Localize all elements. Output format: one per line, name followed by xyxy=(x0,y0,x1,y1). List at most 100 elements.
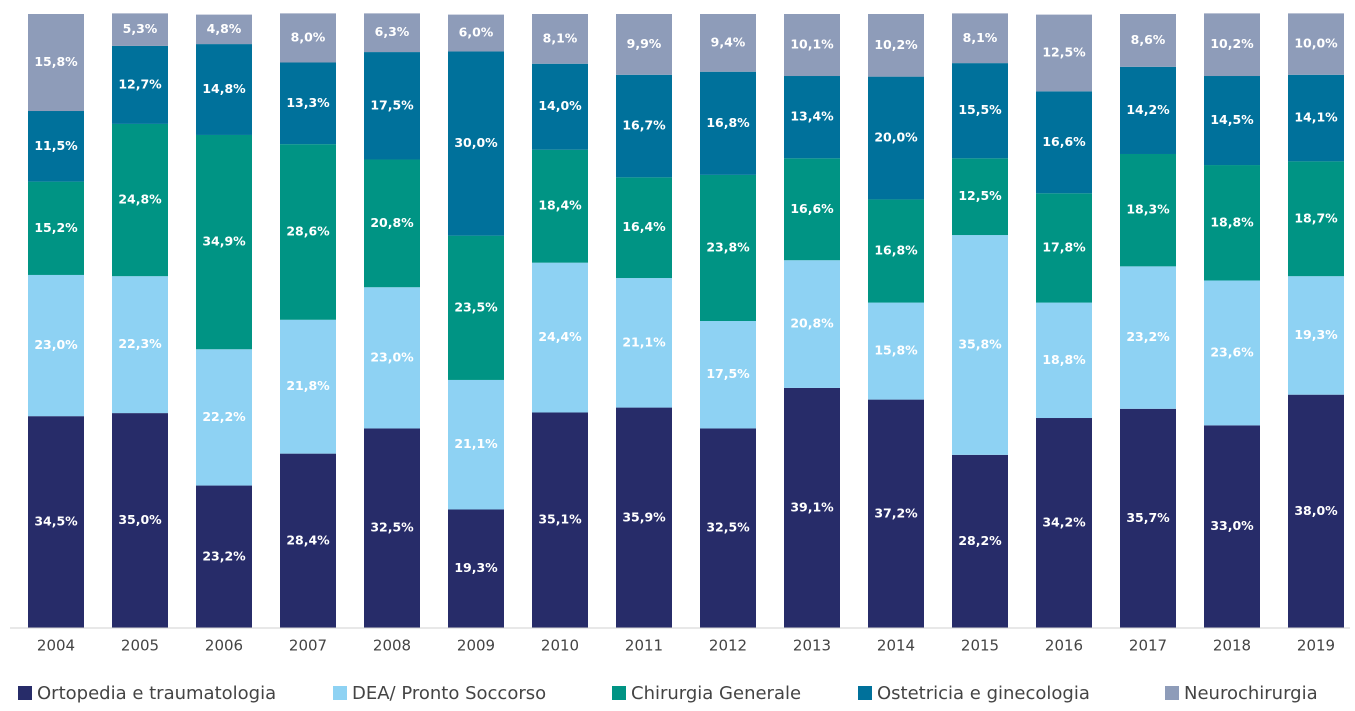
bar-segment xyxy=(700,428,756,628)
bar-segment xyxy=(1204,13,1260,77)
value-label: 32,5% xyxy=(706,520,750,535)
value-label: 8,0% xyxy=(291,29,326,44)
value-label: 14,8% xyxy=(202,81,246,96)
bar-segment xyxy=(1204,280,1260,426)
bar-segment xyxy=(1120,408,1176,628)
value-label: 8,1% xyxy=(963,30,998,45)
bar-segment xyxy=(616,278,672,408)
value-label: 18,8% xyxy=(1042,352,1086,367)
bar-segment xyxy=(28,14,84,112)
x-tick-label: 2018 xyxy=(1213,637,1251,655)
bar-segment xyxy=(280,144,336,320)
value-label: 22,2% xyxy=(202,409,246,424)
value-label: 18,8% xyxy=(1210,214,1254,229)
bar-segment xyxy=(1120,153,1176,267)
bar-segment xyxy=(1036,91,1092,194)
value-label: 9,4% xyxy=(711,34,746,49)
value-label: 23,2% xyxy=(1126,329,1170,344)
x-tick-label: 2007 xyxy=(289,637,327,655)
legend-swatch xyxy=(333,686,347,700)
legend-label: Ostetricia e ginecologia xyxy=(877,683,1090,704)
value-label: 23,0% xyxy=(34,337,78,352)
bar-segment xyxy=(448,235,504,380)
bar-segment xyxy=(1288,13,1344,75)
legend-swatch xyxy=(858,686,872,700)
bar-segment xyxy=(112,13,168,46)
bar-segment xyxy=(364,13,420,53)
x-tick-label: 2013 xyxy=(793,637,831,655)
value-label: 5,3% xyxy=(123,21,158,36)
bar-segment xyxy=(784,260,840,388)
x-tick-label: 2017 xyxy=(1129,637,1167,655)
value-label: 21,1% xyxy=(454,436,498,451)
bar-segment xyxy=(868,76,924,200)
bar-segment xyxy=(448,379,504,510)
bar-segment xyxy=(1204,76,1260,166)
value-label: 16,8% xyxy=(874,243,918,258)
x-tick-label: 2006 xyxy=(205,637,243,655)
value-label: 28,4% xyxy=(286,532,330,547)
value-label: 20,8% xyxy=(790,316,834,331)
value-label: 23,8% xyxy=(706,239,750,254)
x-tick-label: 2010 xyxy=(541,637,579,655)
value-label: 20,0% xyxy=(874,130,918,145)
x-tick-label: 2019 xyxy=(1297,637,1335,655)
bar-segment xyxy=(1288,74,1344,162)
bar-segment xyxy=(280,319,336,454)
bar-segment xyxy=(28,274,84,417)
bar-segment xyxy=(28,416,84,628)
bar-segment xyxy=(1120,266,1176,409)
value-label: 23,6% xyxy=(1210,344,1254,359)
bar-segment xyxy=(616,177,672,279)
value-label: 24,4% xyxy=(538,329,582,344)
x-tick-label: 2011 xyxy=(625,637,663,655)
bar-segment xyxy=(112,45,168,124)
legend-label: Neurochirurgia xyxy=(1184,683,1318,704)
bar-segment xyxy=(448,51,504,236)
value-label: 15,8% xyxy=(874,343,918,358)
bar-segment xyxy=(868,199,924,303)
x-tick-label: 2016 xyxy=(1045,637,1083,655)
value-label: 33,0% xyxy=(1210,518,1254,533)
value-label: 21,1% xyxy=(622,334,666,349)
bar-segment xyxy=(952,454,1008,628)
value-label: 17,5% xyxy=(706,366,750,381)
value-label: 4,8% xyxy=(207,21,242,36)
bar-segment xyxy=(616,407,672,628)
bar-segment xyxy=(700,14,756,72)
bar-segment xyxy=(1036,418,1092,628)
value-label: 12,7% xyxy=(118,76,162,91)
bar-segment xyxy=(700,321,756,429)
bar-segment xyxy=(280,62,336,145)
value-label: 15,2% xyxy=(34,220,78,235)
value-label: 20,8% xyxy=(370,215,414,230)
value-label: 14,2% xyxy=(1126,102,1170,117)
bar-segment xyxy=(1288,161,1344,277)
bar-segment xyxy=(868,302,924,400)
bar-segment xyxy=(868,14,924,77)
value-label: 12,5% xyxy=(1042,44,1086,59)
value-label: 14,0% xyxy=(538,98,582,113)
value-label: 12,5% xyxy=(958,188,1002,203)
value-label: 34,2% xyxy=(1042,515,1086,530)
bar-segment xyxy=(448,509,504,628)
value-label: 18,3% xyxy=(1126,202,1170,217)
bar-segment xyxy=(532,14,588,64)
value-label: 13,3% xyxy=(286,95,330,110)
bar-segment xyxy=(532,149,588,263)
bar-segment xyxy=(952,235,1008,455)
value-label: 8,1% xyxy=(543,30,578,45)
x-tick-label: 2012 xyxy=(709,637,747,655)
bar-segment xyxy=(1036,302,1092,419)
x-tick-label: 2015 xyxy=(961,637,999,655)
bar-segment xyxy=(280,13,336,63)
x-tick-label: 2008 xyxy=(373,637,411,655)
value-label: 16,6% xyxy=(790,201,834,216)
x-tick-label: 2004 xyxy=(37,637,75,655)
bar-segment xyxy=(364,428,420,628)
bar-segment xyxy=(532,412,588,628)
bar-segment xyxy=(952,13,1008,64)
bar-segment xyxy=(364,287,420,429)
value-label: 21,8% xyxy=(286,378,330,393)
value-label: 35,9% xyxy=(622,509,666,524)
